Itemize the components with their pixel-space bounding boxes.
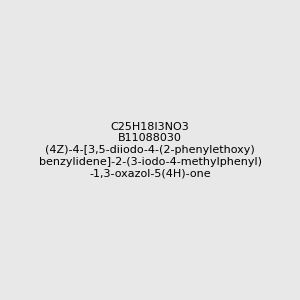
- Text: C25H18I3NO3
B11088030
(4Z)-4-[3,5-diiodo-4-(2-phenylethoxy)
benzylidene]-2-(3-io: C25H18I3NO3 B11088030 (4Z)-4-[3,5-diiodo…: [38, 122, 262, 178]
